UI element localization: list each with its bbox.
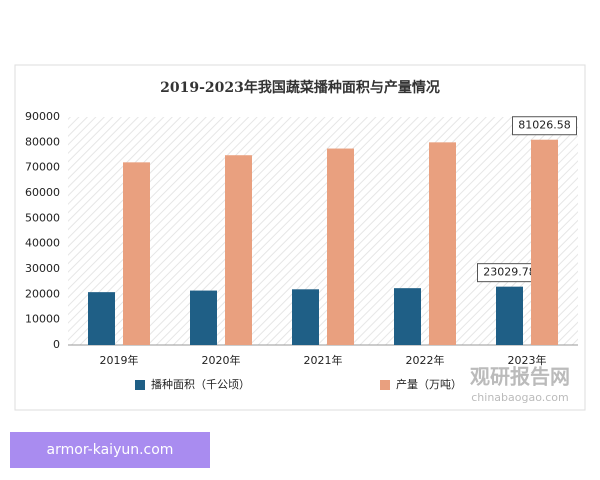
data-label: 81026.58 xyxy=(518,119,571,132)
y-tick-label: 0 xyxy=(53,338,60,351)
legend-label: 播种面积（千公顷） xyxy=(151,377,250,391)
data-label-box xyxy=(512,116,577,136)
watermark-url: chinabaogao.com xyxy=(471,391,569,404)
legend-label: 产量（万吨） xyxy=(396,377,462,391)
badge-text: armor-kaiyun.com xyxy=(47,442,174,458)
y-tick-label: 70000 xyxy=(25,161,60,174)
x-tick-label: 2023年 xyxy=(508,353,547,367)
x-tick-label: 2022年 xyxy=(406,353,445,367)
badge-box xyxy=(10,432,210,468)
bar xyxy=(496,286,523,345)
bar xyxy=(531,139,558,345)
legend-swatch xyxy=(135,380,145,390)
bar xyxy=(88,292,115,345)
y-tick-label: 40000 xyxy=(25,237,60,250)
y-tick-label: 80000 xyxy=(25,135,60,148)
watermark-name: 观研报告网 xyxy=(470,365,570,389)
chart-title: 2019-2023年我国蔬菜播种面积与产量情况 xyxy=(160,79,440,96)
y-tick-label: 50000 xyxy=(25,211,60,224)
y-tick-label: 60000 xyxy=(25,186,60,199)
bar xyxy=(190,290,217,345)
y-tick-label: 10000 xyxy=(25,313,60,326)
x-tick-label: 2021年 xyxy=(304,353,343,367)
bar xyxy=(123,162,150,345)
bar xyxy=(292,289,319,345)
bar xyxy=(394,288,421,345)
x-tick-label: 2020年 xyxy=(202,353,241,367)
x-tick-label: 2019年 xyxy=(100,353,139,367)
bar xyxy=(327,148,354,345)
plot-area xyxy=(68,117,578,345)
data-label: 23029.78 xyxy=(483,266,536,279)
y-tick-label: 30000 xyxy=(25,262,60,275)
y-tick-label: 90000 xyxy=(25,110,60,123)
legend-swatch xyxy=(380,380,390,390)
y-tick-label: 20000 xyxy=(25,287,60,300)
bar xyxy=(225,155,252,345)
bar xyxy=(429,142,456,345)
